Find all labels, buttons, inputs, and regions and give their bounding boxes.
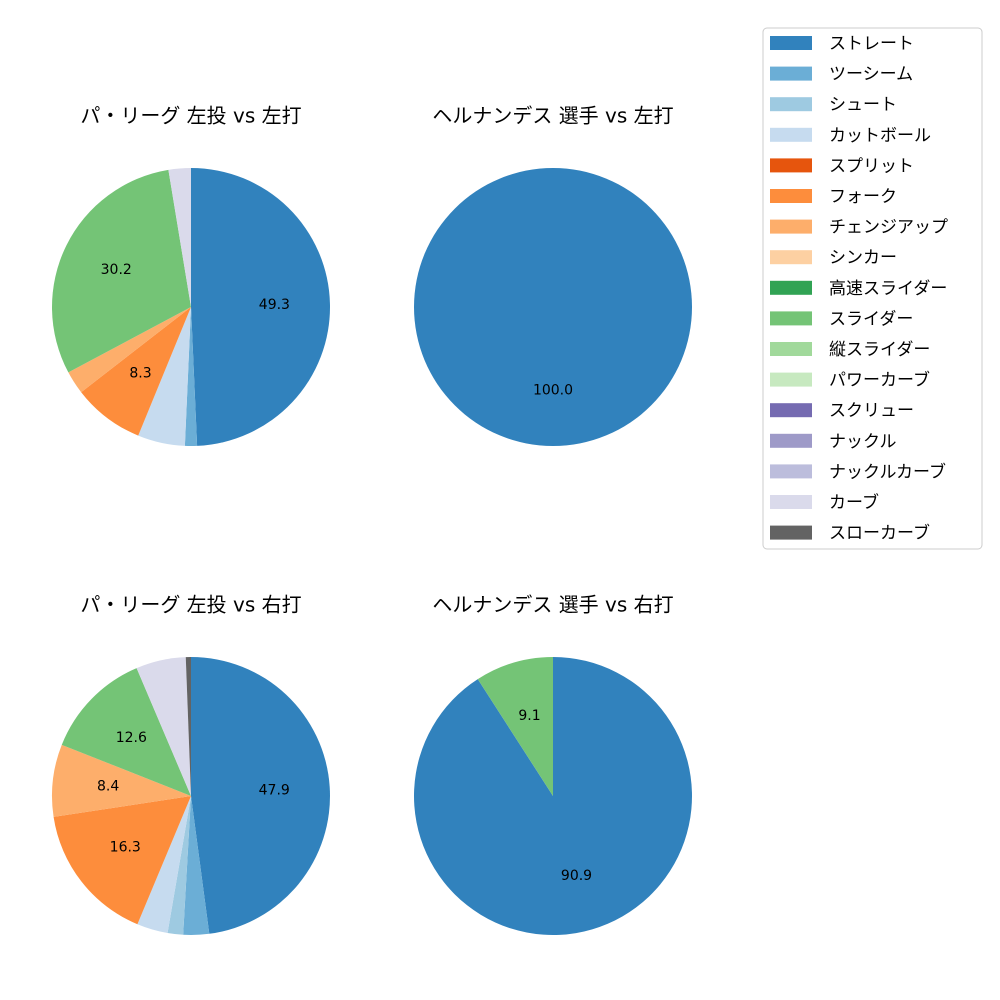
slice-label: 8.4 (97, 779, 119, 795)
pie-slice-チェンジアップ (51, 744, 191, 817)
legend-label: スクリュー (829, 401, 914, 421)
legend-label: 高速スライダー (829, 279, 947, 299)
legend-item: 高速スライダー (770, 279, 947, 299)
legend-label: スライダー (829, 309, 913, 329)
pie-slice-スライダー (477, 657, 553, 796)
pie-slice-ストレート (414, 168, 692, 446)
pie-title: パ・リーグ 左投 vs 左打 (80, 104, 301, 128)
legend-label: カーブ (829, 492, 879, 513)
legend-swatch (770, 372, 812, 387)
legend-label: フォーク (829, 187, 897, 207)
pie-2: ヘルナンデス 選手 vs 左打 100.0 (414, 104, 692, 446)
legend-item: カットボール (770, 126, 931, 146)
pie-slice-カットボール (137, 796, 191, 934)
legend-swatch (770, 495, 812, 509)
legend-label: シンカー (829, 248, 897, 268)
legend-item: ストレート (770, 34, 914, 54)
legend-swatch (770, 158, 812, 173)
pie-slice-スライダー (51, 169, 191, 373)
legend-swatch (770, 403, 812, 418)
legend-label: シュート (829, 95, 897, 115)
pie-slice-ストレート (191, 657, 331, 934)
legend-swatch (770, 127, 812, 142)
legend-item: パワーカーブ (770, 370, 930, 391)
legend-item: チェンジアップ (770, 218, 948, 238)
pie-slice-シュート (167, 796, 191, 935)
legend-item: スクリュー (770, 401, 914, 421)
pie-title: ヘルナンデス 選手 vs 左打 (432, 104, 673, 128)
legend-swatch (770, 464, 812, 479)
slice-label: 12.6 (116, 730, 147, 746)
legend-item: ナックルカーブ (770, 461, 946, 482)
pie-slice-ストレート (413, 657, 692, 935)
slice-label: 9.1 (518, 708, 540, 724)
slice-label: 47.9 (259, 783, 290, 799)
legend-label: スローカーブ (829, 523, 930, 544)
legend-item: ツーシーム (770, 65, 913, 85)
legend-item: 縦スライダー (770, 340, 930, 360)
legend-label: ナックルカーブ (829, 461, 946, 482)
legend-swatch (770, 66, 812, 81)
slice-label: 8.3 (129, 365, 151, 381)
slice-label: 49.3 (259, 297, 290, 313)
pie-title: ヘルナンデス 選手 vs 右打 (432, 593, 673, 617)
pie-slice-カットボール (138, 307, 191, 446)
legend-label: スプリット (829, 156, 914, 176)
slice-label: 30.2 (101, 262, 132, 278)
legend-label: ナックル (829, 432, 897, 452)
pie-slice-カーブ (168, 168, 191, 307)
legend-item: スローカーブ (770, 523, 930, 544)
legend-label: 縦スライダー (829, 340, 930, 360)
legend-swatch (770, 311, 812, 326)
legend-item: スライダー (770, 309, 913, 329)
legend-swatch (770, 280, 812, 295)
legend-item: シュート (770, 95, 897, 115)
legend-label: ツーシーム (829, 65, 913, 85)
legend-swatch (770, 250, 812, 265)
legend-swatch (770, 97, 812, 112)
legend-swatch (770, 525, 812, 540)
slice-label: 100.0 (533, 382, 573, 398)
legend-swatch (770, 219, 812, 234)
legend-label: カットボール (829, 126, 931, 146)
legend-swatch (770, 433, 812, 448)
pie-slice-ストレート (191, 167, 331, 446)
slice-label: 90.9 (561, 868, 592, 884)
pie-slice-フォーク (53, 796, 191, 925)
pie-title: パ・リーグ 左投 vs 右打 (80, 593, 301, 617)
legend-item: ナックル (770, 432, 897, 452)
legend-item: カーブ (770, 492, 879, 513)
pie-4: ヘルナンデス 選手 vs 右打 90.9 9.1 (413, 593, 692, 935)
legend-label: パワーカーブ (829, 370, 930, 391)
pie-slice-チェンジアップ (68, 307, 191, 393)
pie-1: パ・リーグ 左投 vs 左打 49.3 8.3 30.2 (51, 104, 331, 446)
legend-swatch (770, 189, 812, 203)
pie-slice-フォーク (81, 307, 191, 436)
legend-item: シンカー (770, 248, 897, 268)
legend-item: フォーク (770, 187, 897, 207)
legend-swatch (770, 36, 812, 50)
pie-3: パ・リーグ 左投 vs 右打 47.9 16.3 8.4 12.6 (51, 593, 331, 935)
legend-item: スプリット (770, 156, 914, 176)
legend: ストレートツーシームシュートカットボールスプリットフォークチェンジアップシンカー… (762, 27, 983, 550)
pie-slice-ツーシーム (184, 307, 198, 446)
legend-label: ストレート (829, 34, 914, 54)
legend-label: チェンジアップ (829, 218, 948, 238)
pie-slice-ツーシーム (183, 796, 210, 935)
legend-swatch (770, 342, 812, 356)
pie-slice-スローカーブ (185, 657, 191, 796)
pie-slice-カーブ (136, 657, 191, 796)
pie-slice-スライダー (61, 668, 191, 796)
slice-label: 16.3 (110, 839, 141, 855)
